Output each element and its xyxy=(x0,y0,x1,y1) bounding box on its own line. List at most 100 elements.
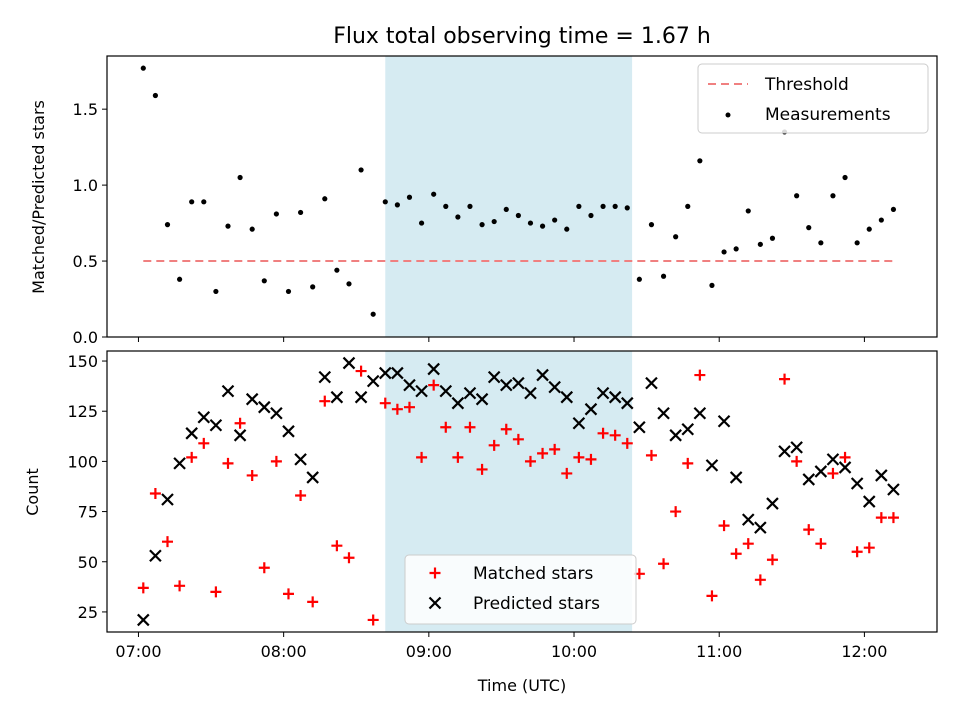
bottom-panel: 25 50 75 100 125 150 07:00 08:00 09:00 10:00 11:0… xyxy=(23,350,938,695)
predicted-star-marker xyxy=(415,384,428,398)
measurement-point xyxy=(878,217,884,223)
predicted-star-marker xyxy=(669,429,682,442)
matched-star-marker xyxy=(258,562,270,574)
predicted-star-marker xyxy=(620,396,634,410)
predicted-star-marker xyxy=(778,445,791,458)
matched-star-marker xyxy=(537,447,549,459)
matched-star-marker xyxy=(452,451,464,463)
predicted-star-marker xyxy=(548,380,561,394)
predicted-star-marker xyxy=(681,423,695,436)
predicted-star-marker xyxy=(802,473,816,486)
measurement-point xyxy=(370,311,376,317)
matched-star-marker xyxy=(295,490,307,502)
predicted-stars-points xyxy=(137,356,900,627)
matched-star-marker xyxy=(391,403,403,415)
bottom-xtick-label: 09:00 xyxy=(406,642,452,661)
matched-star-marker xyxy=(464,421,476,433)
predicted-star-marker xyxy=(354,390,368,404)
legend-matched-swatch xyxy=(429,567,441,579)
bottom-y-axis-label: Count xyxy=(23,468,42,516)
measurement-point xyxy=(394,202,400,208)
predicted-star-marker xyxy=(693,406,707,420)
matched-star-marker xyxy=(766,554,778,566)
measurement-point xyxy=(273,211,279,217)
measurement-point xyxy=(673,234,679,240)
bottom-xtick-label: 11:00 xyxy=(696,642,742,661)
predicted-star-marker xyxy=(330,390,344,404)
top-legend: Threshold Measurements xyxy=(697,63,929,134)
measurement-point xyxy=(697,158,703,164)
measurement-point xyxy=(164,222,171,228)
measurement-point xyxy=(794,193,800,199)
matched-star-marker xyxy=(597,427,609,439)
predicted-star-marker xyxy=(875,469,888,482)
top-x-ticks xyxy=(137,337,865,342)
predicted-star-marker xyxy=(717,414,731,428)
measurement-point xyxy=(648,222,655,228)
measurement-point xyxy=(443,203,449,209)
legend-x-marker xyxy=(428,596,442,610)
measurement-point xyxy=(297,209,304,216)
measurement-point xyxy=(818,240,824,246)
matched-star-marker xyxy=(246,469,258,481)
measurement-point xyxy=(709,282,715,288)
measurement-point xyxy=(685,203,691,209)
matched-star-marker xyxy=(754,574,766,586)
measurement-point xyxy=(479,222,485,228)
measurement-point xyxy=(285,288,292,295)
measurement-point xyxy=(382,199,388,205)
top-y-axis-label: Matched/Predicted stars xyxy=(29,100,48,294)
predicted-star-marker xyxy=(475,392,489,406)
matched-star-marker xyxy=(500,423,512,435)
predicted-star-marker xyxy=(512,376,525,390)
predicted-star-marker xyxy=(645,376,658,390)
predicted-star-marker xyxy=(221,384,235,398)
measurement-point xyxy=(152,92,158,99)
bottom-xtick-label: 07:00 xyxy=(115,642,161,661)
matched-star-marker xyxy=(234,417,246,429)
matched-star-marker xyxy=(222,457,234,469)
matched-star-marker xyxy=(803,524,815,536)
bottom-y-ticks: 25 50 75 100 125 150 xyxy=(67,352,107,622)
measurement-point xyxy=(418,220,425,226)
measurement-point xyxy=(503,206,509,213)
matched-star-marker xyxy=(682,457,694,469)
top-ytick-label: 0.0 xyxy=(73,328,98,347)
matched-star-marker xyxy=(319,395,331,407)
matched-star-marker xyxy=(161,536,173,548)
bottom-ytick-label: 150 xyxy=(67,352,98,371)
bottom-xtick-label: 12:00 xyxy=(841,642,887,661)
measurement-point xyxy=(854,240,860,246)
matched-star-marker xyxy=(186,451,198,463)
measurement-point xyxy=(721,249,727,255)
measurement-point xyxy=(491,218,497,225)
top-y-ticks: 0.0 0.5 1.0 1.5 xyxy=(73,100,107,347)
bottom-ytick-label: 100 xyxy=(67,452,98,471)
predicted-star-marker xyxy=(185,427,198,440)
predicted-star-marker xyxy=(463,386,477,400)
measurement-point xyxy=(842,174,848,181)
bottom-xtick-label: 10:00 xyxy=(551,642,597,661)
matched-star-marker xyxy=(174,580,186,592)
matched-star-marker xyxy=(403,401,415,413)
predicted-star-marker xyxy=(887,483,900,496)
matched-star-marker xyxy=(524,455,536,467)
predicted-star-marker xyxy=(826,453,840,466)
legend-predicted-swatch xyxy=(428,596,442,610)
matched-star-marker xyxy=(476,463,488,475)
matched-stars-points xyxy=(137,365,899,626)
measurement-point xyxy=(358,167,364,173)
predicted-star-marker xyxy=(487,370,501,384)
legend-measurements-label: Measurements xyxy=(765,105,891,125)
measurement-point xyxy=(310,284,316,290)
matched-star-marker xyxy=(210,586,222,598)
matched-star-marker xyxy=(343,552,355,564)
predicted-star-marker xyxy=(754,521,767,534)
matched-star-marker xyxy=(512,433,524,445)
bottom-ytick-label: 75 xyxy=(78,503,98,522)
matched-star-marker xyxy=(137,582,149,594)
top-ytick-label: 0.5 xyxy=(73,252,98,271)
predicted-star-marker xyxy=(814,465,828,478)
predicted-star-marker xyxy=(499,378,513,392)
